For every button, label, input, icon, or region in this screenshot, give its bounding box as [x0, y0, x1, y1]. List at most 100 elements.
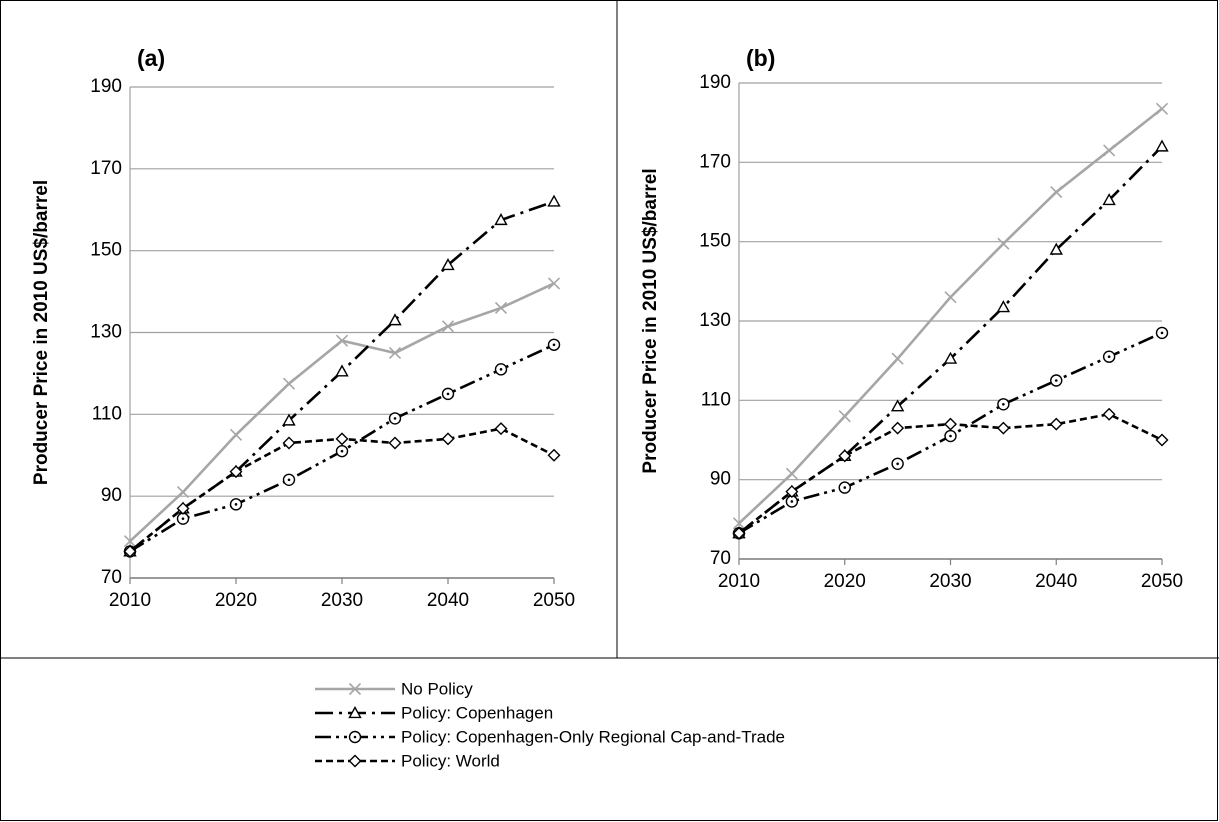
marker	[943, 351, 958, 364]
marker	[785, 467, 798, 480]
legend-label: No Policy	[401, 679, 473, 698]
marker	[282, 473, 296, 486]
marker	[944, 429, 957, 443]
marker-dot	[896, 462, 899, 466]
marker-dot	[287, 478, 291, 482]
marker	[123, 544, 137, 558]
marker	[944, 417, 957, 431]
marker	[441, 258, 455, 271]
y-tick-label: 150	[90, 240, 122, 261]
y-tick-label: 170	[90, 158, 122, 179]
panel-title: (a)	[137, 45, 165, 71]
y-tick-label: 150	[699, 231, 731, 252]
marker	[1102, 193, 1116, 206]
marker	[1155, 139, 1169, 152]
marker-dot	[446, 392, 450, 396]
marker	[996, 421, 1010, 435]
legend-label: Policy: Copenhagen	[401, 703, 553, 722]
marker	[997, 237, 1010, 250]
marker	[388, 346, 402, 360]
marker	[441, 432, 455, 446]
marker	[494, 422, 508, 436]
marker-dot	[393, 417, 397, 420]
marker	[891, 352, 904, 365]
marker-dot	[181, 517, 185, 520]
marker	[1103, 144, 1116, 157]
marker	[229, 498, 243, 511]
series-line	[738, 145, 1163, 535]
marker	[1049, 417, 1063, 431]
marker	[785, 485, 799, 499]
marker	[441, 387, 455, 401]
marker	[732, 517, 746, 530]
marker	[1155, 326, 1169, 340]
marker	[732, 526, 746, 540]
marker	[282, 436, 296, 450]
marker	[123, 535, 137, 548]
x-tick-label: 2030	[929, 571, 971, 592]
marker-dot	[1107, 355, 1111, 359]
legend: No Policy Policy: Copenhagen Policy: Copen…	[315, 679, 785, 770]
y-tick-label: 130	[90, 322, 122, 343]
y-tick-label: 70	[101, 567, 122, 588]
marker	[891, 457, 904, 470]
marker	[547, 448, 561, 462]
x-tick-label: 2030	[321, 590, 363, 611]
marker-dot	[234, 503, 238, 506]
marker	[1155, 433, 1169, 447]
marker	[838, 449, 852, 463]
marker	[282, 413, 296, 426]
x-tick-label: 2010	[109, 590, 151, 611]
legend-marker	[348, 706, 362, 719]
marker-dot	[1160, 331, 1164, 335]
marker	[494, 213, 508, 226]
marker	[229, 465, 243, 479]
y-tick-label: 70	[710, 548, 731, 569]
marker	[838, 410, 851, 423]
x-tick-label: 2010	[718, 571, 760, 592]
marker	[388, 313, 402, 326]
marker	[1155, 102, 1169, 115]
y-axis-label: Producer Price in 2010 US$/barrel	[640, 168, 661, 473]
marker	[891, 421, 905, 435]
marker	[335, 334, 349, 347]
x-tick-label: 2040	[1035, 571, 1077, 592]
marker	[229, 428, 243, 441]
marker-dot	[790, 500, 794, 503]
legend-label: Policy: Copenhagen-Only Regional Cap-and…	[401, 727, 785, 746]
y-axis-label: Producer Price in 2010 US$/barrel	[31, 180, 52, 485]
marker	[1050, 186, 1063, 199]
marker	[494, 363, 508, 376]
marker	[282, 377, 296, 390]
marker	[441, 320, 455, 333]
marker	[1049, 242, 1063, 255]
marker	[388, 412, 402, 425]
y-tick-label: 170	[699, 151, 731, 172]
marker	[996, 300, 1011, 313]
marker	[547, 277, 561, 290]
x-tick-label: 2020	[824, 571, 866, 592]
y-tick-label: 110	[701, 389, 731, 410]
marker-dot	[499, 368, 503, 371]
marker	[176, 512, 190, 525]
y-tick-label: 130	[699, 310, 731, 331]
legend-marker	[348, 730, 362, 744]
series-line	[738, 107, 1163, 525]
x-tick-label: 2020	[215, 590, 257, 611]
marker	[335, 364, 349, 377]
marker	[838, 481, 851, 494]
marker	[997, 398, 1010, 411]
marker-dot	[353, 735, 357, 739]
marker	[335, 444, 349, 458]
marker-dot	[1002, 403, 1005, 406]
legend-marker	[348, 754, 362, 768]
series-line	[129, 200, 555, 553]
marker	[890, 399, 905, 412]
marker	[944, 291, 957, 304]
marker	[547, 338, 561, 351]
marker	[547, 194, 561, 207]
y-tick-label: 90	[710, 469, 731, 490]
legend-marker	[348, 682, 362, 696]
